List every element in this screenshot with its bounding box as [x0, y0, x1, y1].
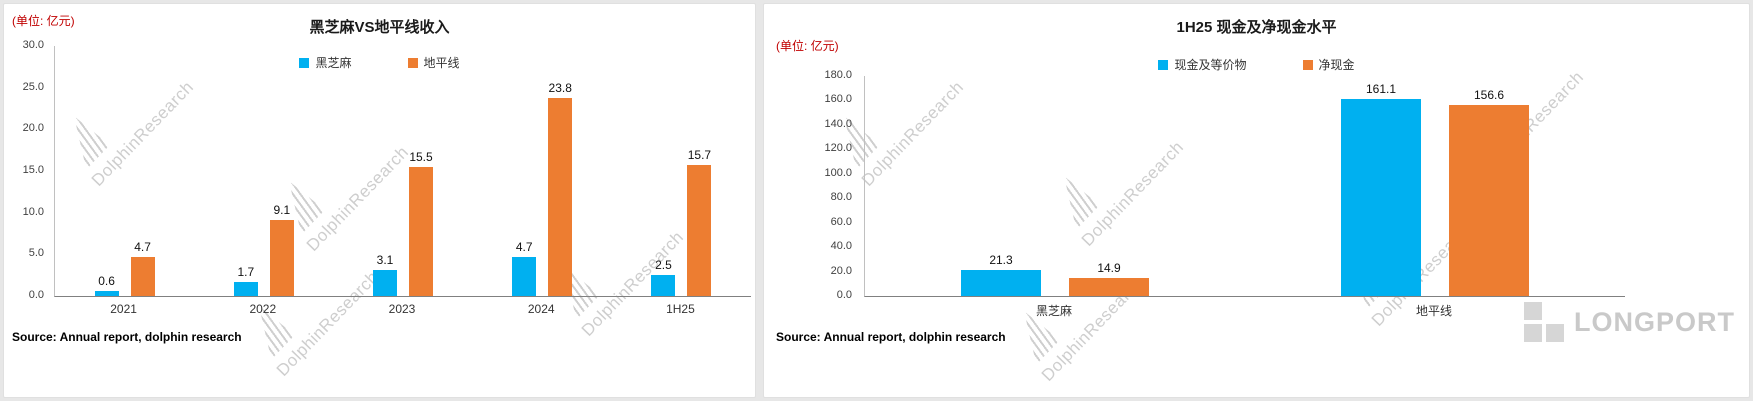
y-tick-label: 40.0	[830, 240, 852, 253]
x-category-label: 黑芝麻	[1035, 304, 1072, 318]
legend-label: 净现金	[1318, 58, 1355, 72]
legend-swatch-icon	[1158, 59, 1169, 70]
plot-area: 0.6 4.7 1.7 9.1 3.1 15.5 4.7 23.8 2.5 15.7	[54, 46, 751, 297]
bar-group: 0.6 4.7	[55, 46, 194, 296]
legend-label: 现金及等价物	[1174, 58, 1247, 72]
x-category-label: 2023	[388, 302, 416, 316]
bar-group: 4.7 23.8	[473, 46, 612, 296]
bar-value-label: 15.7	[687, 148, 712, 163]
x-category-label: 地平线	[1415, 304, 1452, 318]
cash-chart-panel: DolphinResearch DolphinResearch DolphinR…	[763, 3, 1750, 398]
x-axis-labels: 2021 2022 2023 2024 1H25	[54, 302, 750, 316]
legend-swatch-icon	[407, 57, 418, 68]
y-tick-label: 100.0	[824, 166, 852, 179]
y-tick-label: 140.0	[824, 117, 852, 130]
logo-block	[1524, 324, 1542, 342]
bar: 21.3	[961, 253, 1041, 296]
bar-group: 3.1 15.5	[333, 46, 472, 296]
bar-value-label: 161.1	[1365, 82, 1397, 97]
y-tick-label: 80.0	[830, 191, 852, 204]
bar: 2.5	[651, 258, 676, 296]
bar-group: 1.7 9.1	[194, 46, 333, 296]
bar: 9.1	[269, 203, 294, 296]
legend-label: 地平线	[423, 56, 460, 70]
y-tick-label: 120.0	[824, 142, 852, 155]
y-axis: 30.0 25.0 20.0 15.0 10.0 5.0 0.0	[4, 4, 50, 397]
bar-value-label: 2.5	[655, 258, 672, 273]
bar-group: 21.3 14.9	[865, 76, 1245, 296]
y-tick-label: 15.0	[22, 164, 44, 176]
legend-item: 现金及等价物	[1158, 56, 1247, 73]
legend: 黑芝麻 地平线	[4, 54, 755, 71]
y-tick-label: 180.0	[824, 69, 852, 81]
bar: 14.9	[1069, 261, 1149, 296]
y-tick-label: 5.0	[28, 247, 44, 260]
bar-value-label: 0.6	[98, 274, 115, 288]
bar: 4.7	[130, 240, 155, 296]
y-tick-label: 60.0	[830, 215, 852, 228]
longport-logo-icon	[1524, 302, 1564, 342]
bar: 1.7	[233, 265, 258, 296]
unit-label: (单位: 亿元)	[12, 14, 75, 28]
chart-title: 黑芝麻VS地平线收入	[309, 19, 450, 36]
legend-item: 黑芝麻	[299, 54, 352, 71]
legend-item: 净现金	[1302, 56, 1355, 73]
y-axis: 180.0 160.0 140.0 120.0 100.0 80.0 60.0 40.0 20.…	[764, 4, 858, 397]
bar: 15.7	[687, 148, 712, 296]
bar: 0.6	[94, 274, 119, 296]
bar: 156.6	[1449, 88, 1529, 296]
legend: 现金及等价物 净现金	[764, 56, 1749, 73]
source-note: Source: Annual report, dolphin research	[12, 330, 242, 344]
y-tick-label: 25.0	[22, 80, 44, 93]
logo-block	[1546, 324, 1564, 342]
bar-value-label: 1.7	[237, 264, 255, 279]
bar-value-label: 156.6	[1473, 87, 1505, 102]
legend-swatch-icon	[299, 57, 310, 68]
bar-group: 2.5 15.7	[612, 46, 751, 296]
x-category-label: 2024	[527, 302, 555, 316]
bar-value-label: 4.7	[515, 239, 533, 254]
bar-value-label: 3.1	[376, 253, 394, 268]
bar-value-label: 23.8	[548, 80, 572, 95]
legend-swatch-icon	[1302, 59, 1313, 70]
y-tick-label: 0.0	[28, 289, 44, 301]
bar-value-label: 4.7	[134, 239, 151, 254]
y-tick-label: 20.0	[22, 122, 44, 135]
revenue-chart-panel: DolphinResearch DolphinResearch DolphinR…	[3, 3, 756, 398]
bar: 3.1	[373, 253, 397, 296]
longport-logo-text: LONGPORT	[1574, 306, 1735, 337]
source-note: Source: Annual report, dolphin research	[776, 330, 1006, 344]
unit-label: (单位: 亿元)	[776, 39, 839, 53]
x-category-label: 2021	[110, 302, 137, 316]
x-category-label: 2022	[249, 302, 277, 316]
bar: 15.5	[409, 150, 433, 296]
logo-block	[1524, 302, 1542, 320]
plot-area: 21.3 14.9 161.1 156.6	[864, 76, 1625, 297]
y-tick-label: 10.0	[22, 205, 44, 218]
legend-label: 黑芝麻	[315, 56, 352, 70]
y-tick-label: 160.0	[824, 93, 852, 106]
bar-group: 161.1 156.6	[1245, 76, 1625, 296]
x-axis-labels: 黑芝麻 地平线	[864, 302, 1624, 319]
y-tick-label: 30.0	[22, 39, 44, 51]
bar-value-label: 9.1	[273, 203, 291, 218]
legend-item: 地平线	[407, 54, 460, 71]
y-tick-label: 20.0	[830, 264, 852, 277]
bar-value-label: 14.9	[1097, 260, 1121, 275]
bar-value-label: 21.3	[989, 252, 1013, 267]
bar: 161.1	[1341, 82, 1421, 296]
x-category-label: 1H25	[666, 302, 695, 316]
chart-title: 1H25 现金及净现金水平	[1176, 19, 1337, 36]
bar-value-label: 15.5	[409, 149, 433, 164]
logo-block	[1546, 302, 1564, 320]
bar: 23.8	[548, 81, 573, 296]
y-tick-label: 0.0	[836, 289, 852, 301]
longport-logo: LONGPORT	[1524, 302, 1735, 342]
bar: 4.7	[512, 240, 537, 296]
